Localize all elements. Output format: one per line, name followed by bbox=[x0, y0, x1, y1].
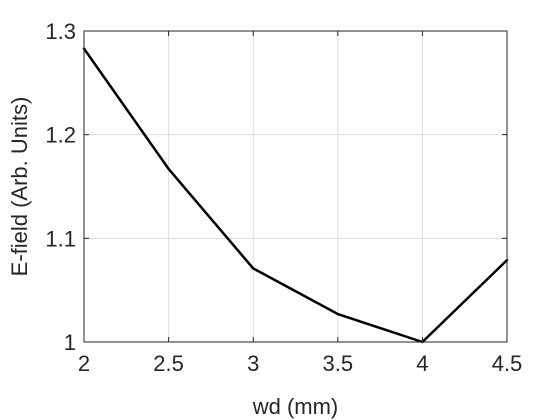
y-tick-label: 1.3 bbox=[45, 19, 76, 44]
x-tick-label: 3 bbox=[247, 351, 259, 376]
x-tick-label: 3.5 bbox=[323, 351, 354, 376]
x-tick-label: 4 bbox=[416, 351, 428, 376]
y-tick-label: 1.2 bbox=[45, 123, 76, 148]
x-tick-label: 4.5 bbox=[492, 351, 523, 376]
series-layer bbox=[82, 47, 509, 344]
x-tick-label: 2.5 bbox=[153, 351, 184, 376]
series-line bbox=[82, 47, 509, 344]
y-tick-label: 1 bbox=[64, 330, 76, 355]
x-axis-label: wd (mm) bbox=[252, 394, 339, 419]
x-tick-marks bbox=[83, 31, 508, 342]
y-axis-label: E-field (Arb. Units) bbox=[7, 97, 32, 277]
y-tick-marks bbox=[84, 30, 507, 343]
y-tick-labels: 1 1.1 1.2 1.3 bbox=[45, 19, 76, 355]
x-tick-label: 2 bbox=[78, 351, 90, 376]
x-tick-labels: 2 2.5 3 3.5 4 4.5 bbox=[78, 351, 522, 376]
plot-area-frame bbox=[83, 30, 508, 343]
y-tick-label: 1.1 bbox=[45, 226, 76, 251]
